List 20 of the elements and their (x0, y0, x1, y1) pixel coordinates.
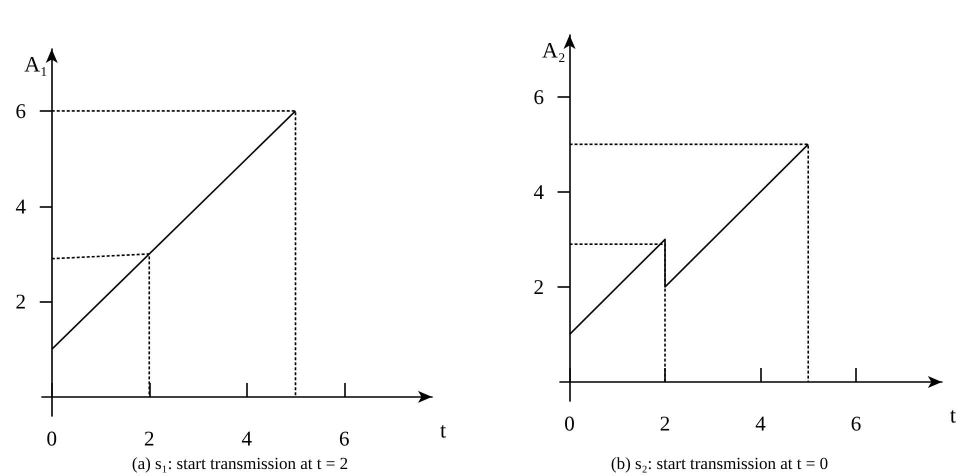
y-tick-label: 4 (534, 180, 544, 204)
x-tick-label: 4 (242, 426, 252, 450)
y-tick-label: 6 (16, 98, 26, 123)
text: (a) s₁: start transmission at t = 2 (132, 454, 348, 473)
x-tick-label: 2 (144, 426, 154, 450)
x-axis-title: t (440, 417, 446, 442)
x-tick-label: 6 (339, 426, 350, 450)
y-tick-label: 2 (534, 274, 544, 299)
y-axis-title: A₂ (542, 38, 566, 62)
text: (b) s₂: start transmission at t = 0 (610, 454, 828, 473)
x-tick-label: 4 (755, 412, 766, 436)
y-tick-label: 2 (16, 290, 26, 314)
x-tick-label: 2 (660, 412, 670, 436)
x-axis-title: t (950, 402, 956, 428)
y-tick-label: 4 (16, 194, 26, 218)
x-tick-label: 0 (564, 412, 575, 436)
y-axis-title: A₁ (24, 52, 48, 76)
x-tick-label: 0 (46, 426, 57, 450)
y-tick-label: 6 (534, 84, 544, 109)
x-tick-label: 6 (850, 412, 862, 436)
